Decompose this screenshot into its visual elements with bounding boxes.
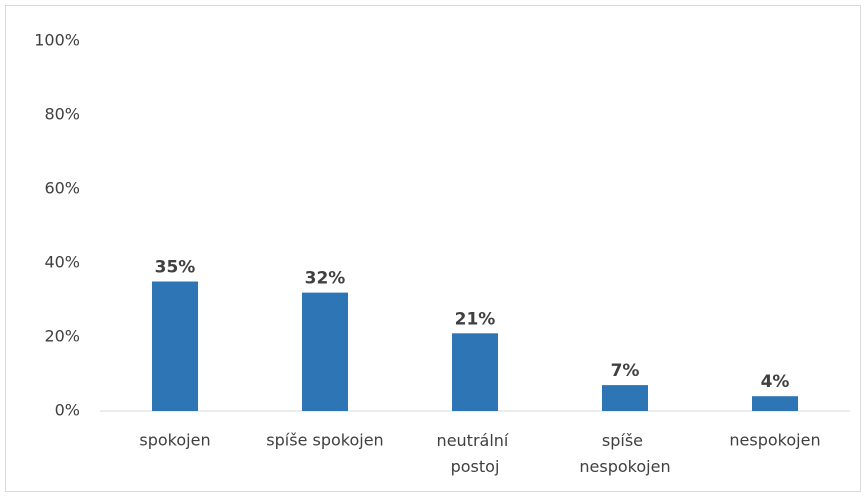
y-tick-label: 80% bbox=[44, 105, 80, 124]
x-tick-label: spokojen bbox=[139, 431, 210, 450]
bar bbox=[602, 385, 648, 411]
x-tick-label: nespokojen bbox=[729, 431, 820, 450]
x-tick-label: neutrální postoj bbox=[437, 431, 514, 476]
value-label: 21% bbox=[455, 309, 496, 329]
bar bbox=[152, 281, 198, 411]
chart-frame bbox=[5, 5, 861, 492]
x-tick-label: spíše spokojen bbox=[266, 431, 383, 450]
y-tick-label: 100% bbox=[34, 31, 80, 50]
value-label: 7% bbox=[611, 361, 640, 381]
y-tick-label: 20% bbox=[44, 327, 80, 346]
x-tick-label: spíše nespokojen bbox=[579, 431, 670, 476]
y-tick-label: 60% bbox=[44, 179, 80, 198]
bar bbox=[452, 333, 498, 411]
bar bbox=[752, 396, 798, 411]
bar bbox=[302, 292, 348, 411]
y-tick-label: 0% bbox=[55, 401, 80, 420]
value-label: 32% bbox=[305, 269, 346, 289]
value-label: 35% bbox=[155, 258, 196, 278]
value-label: 4% bbox=[761, 372, 790, 392]
y-tick-label: 40% bbox=[44, 253, 80, 272]
